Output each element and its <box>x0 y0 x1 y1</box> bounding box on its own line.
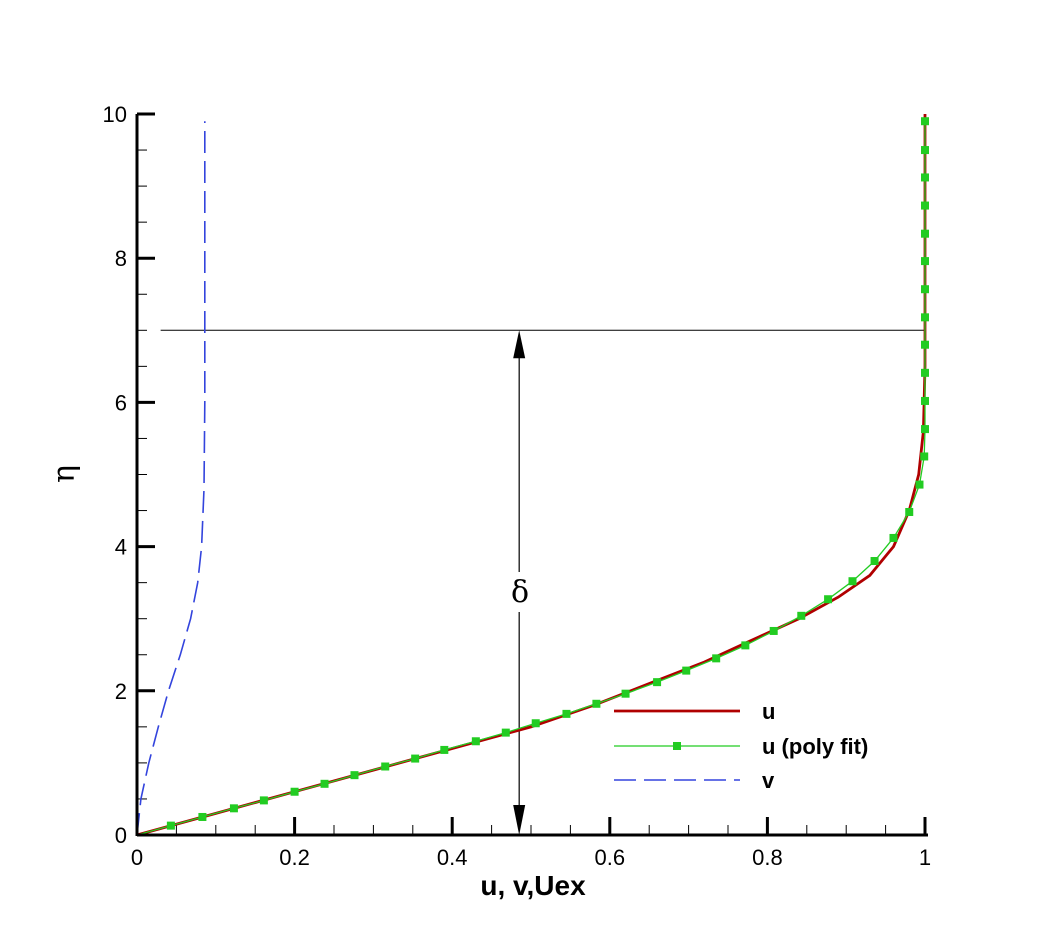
series-marker <box>915 480 924 489</box>
series-marker <box>621 689 630 698</box>
y-tick-label: 6 <box>115 390 127 415</box>
series-marker <box>320 779 329 788</box>
legend-label-2: u (poly fit) <box>762 734 868 759</box>
delta-annotation <box>160 329 925 835</box>
series-marker <box>921 368 929 377</box>
series-marker <box>848 577 857 586</box>
series-marker <box>741 641 750 650</box>
series-marker <box>921 425 929 434</box>
series-marker <box>921 229 929 238</box>
series-line-1 <box>136 114 927 837</box>
series-marker <box>824 595 833 604</box>
series-line-2 <box>136 121 926 836</box>
series-marker <box>198 812 207 821</box>
y-tick-label: 8 <box>115 246 127 271</box>
legend: u u (poly fit) v <box>614 699 868 793</box>
series-marker <box>905 507 914 516</box>
y-tick-label: 0 <box>115 823 127 848</box>
series-marker <box>921 201 929 210</box>
axes <box>135 114 928 837</box>
series-marker <box>259 796 268 805</box>
series-marker <box>682 666 691 675</box>
x-tick-label: 0.8 <box>752 845 783 870</box>
series-marker <box>562 709 571 718</box>
series-marker <box>531 719 540 728</box>
legend-label-3: v <box>762 768 775 793</box>
x-tick-label: 0.2 <box>279 845 310 870</box>
series-marker <box>769 626 778 635</box>
series-marker <box>381 762 390 771</box>
series-marker <box>592 699 601 708</box>
y-tick-label: 4 <box>115 535 127 560</box>
delta-arrow-head-down <box>513 805 526 835</box>
series-marker <box>229 804 238 813</box>
series-marker <box>501 728 510 737</box>
legend-marker <box>673 742 681 750</box>
series-marker <box>290 787 299 796</box>
major-ticks <box>135 112 927 837</box>
x-tick-label: 1 <box>919 845 931 870</box>
delta-arrow-head-up <box>513 330 526 359</box>
series-marker <box>440 745 449 754</box>
series-marker <box>471 737 480 746</box>
x-tick-label: 0.4 <box>437 845 468 870</box>
x-tick-label: 0.6 <box>595 845 626 870</box>
series-marker <box>870 557 879 566</box>
series-marker <box>797 611 806 620</box>
series-marker <box>921 257 929 266</box>
x-axis-label: u, v,Uex <box>480 870 586 901</box>
series-layer <box>136 114 929 837</box>
x-tick-label: 0 <box>131 845 143 870</box>
delta-label: δ <box>511 575 529 610</box>
series-marker <box>921 313 929 322</box>
series-marker <box>920 452 929 461</box>
series-marker <box>166 821 175 830</box>
series-marker <box>921 396 929 405</box>
series-marker <box>712 654 721 663</box>
series-marker <box>921 340 929 349</box>
series-marker <box>889 533 898 542</box>
series-marker <box>921 117 929 126</box>
y-tick-label: 2 <box>115 679 127 704</box>
series-marker <box>350 771 359 780</box>
series-marker <box>411 754 420 763</box>
legend-label-1: u <box>762 699 775 724</box>
y-axis-label: η <box>47 465 82 483</box>
series-line-3 <box>136 121 206 836</box>
series-marker <box>921 173 929 182</box>
series-marker <box>653 678 662 687</box>
series-marker <box>921 146 929 155</box>
tick-labels: 0 2 4 6 8 10 0 0.2 0.4 0.6 0.8 1 <box>103 102 932 870</box>
y-tick-label: 10 <box>103 102 127 127</box>
series-marker <box>921 285 929 294</box>
